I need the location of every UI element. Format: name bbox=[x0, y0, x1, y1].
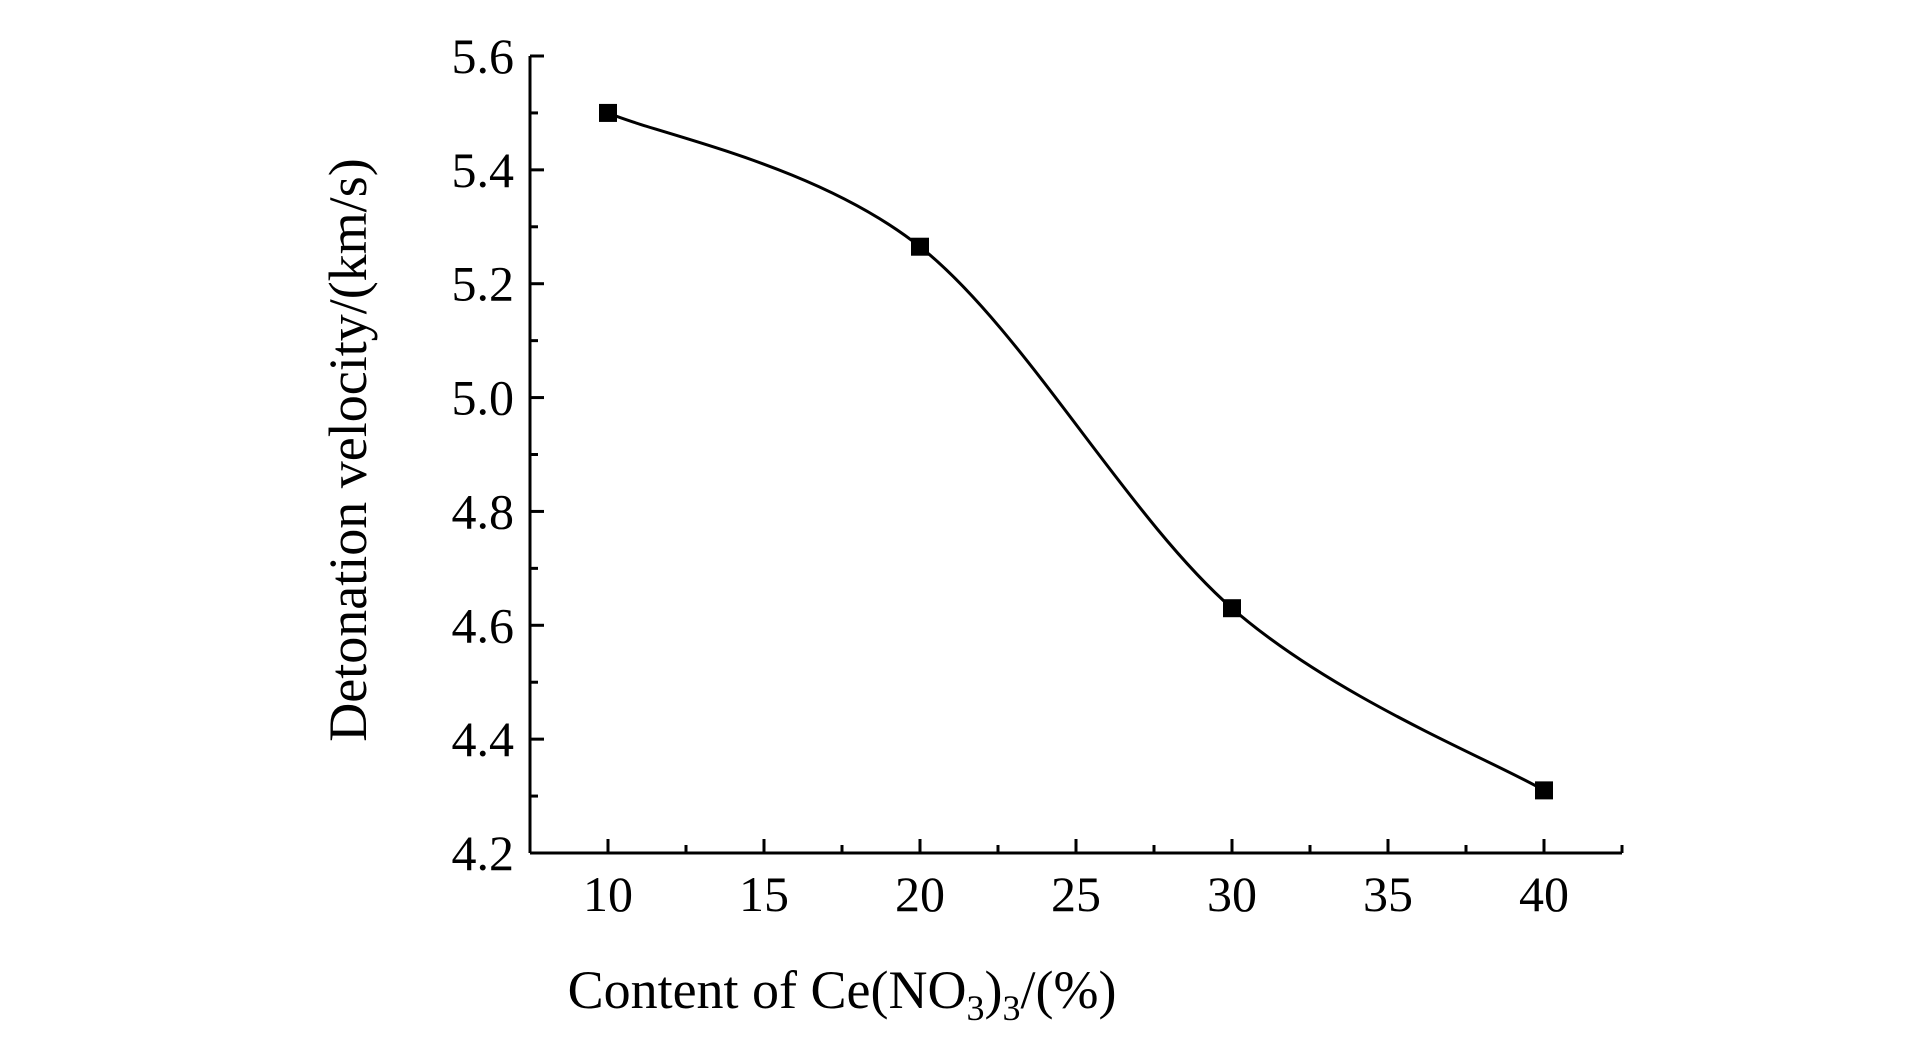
data-markers bbox=[599, 103, 1553, 800]
x-tick-label: 15 bbox=[739, 866, 789, 922]
data-point bbox=[911, 237, 929, 256]
y-tick-label: 5.2 bbox=[452, 256, 515, 312]
data-point bbox=[1535, 781, 1553, 800]
y-tick-label: 4.6 bbox=[452, 597, 515, 653]
x-ticks: 10 15 20 25 30 35 40 bbox=[528, 839, 1624, 922]
x-tick-label: 10 bbox=[583, 866, 633, 922]
x-tick-label: 35 bbox=[1363, 866, 1413, 922]
x-tick-label: 25 bbox=[1051, 866, 1101, 922]
x-tick-label: 30 bbox=[1207, 866, 1257, 922]
x-tick-label: 40 bbox=[1519, 866, 1569, 922]
y-ticks: 4.2 4.4 4.6 4.8 5.0 5.2 5.4 5.6 bbox=[452, 28, 544, 881]
y-tick-label: 4.8 bbox=[452, 483, 515, 539]
fit-curve bbox=[607, 111, 1545, 792]
data-point bbox=[1223, 599, 1241, 618]
y-tick-label: 4.2 bbox=[452, 825, 515, 881]
y-tick-label: 5.0 bbox=[452, 370, 515, 426]
axes bbox=[528, 56, 1622, 855]
y-tick-label: 5.6 bbox=[452, 28, 515, 84]
data-point bbox=[599, 103, 617, 122]
y-axis-title: Detonation velocity/(km/s) bbox=[318, 158, 378, 741]
y-tick-label: 5.4 bbox=[452, 142, 515, 198]
y-tick-label: 4.4 bbox=[452, 711, 515, 767]
x-axis-title: Content of Ce(NO3)3/(%) bbox=[568, 960, 1117, 1028]
x-tick-label: 20 bbox=[895, 866, 945, 922]
